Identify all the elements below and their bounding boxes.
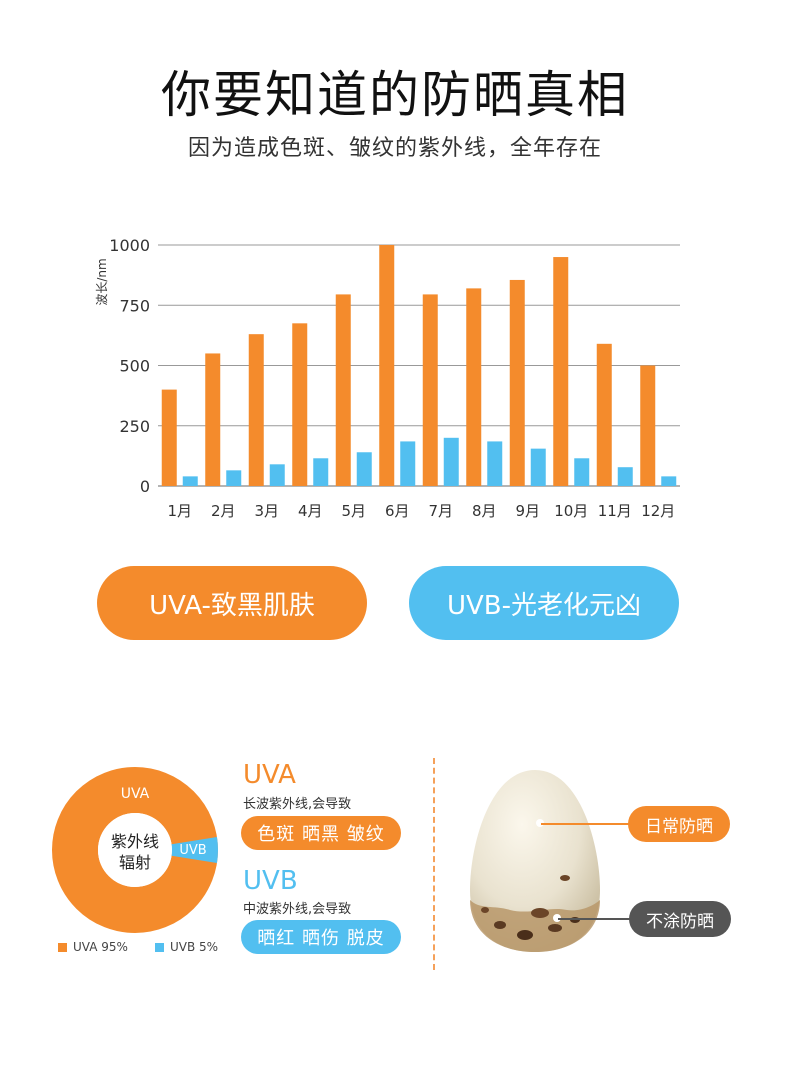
y-tick-label: 0 <box>140 477 150 496</box>
donut-center <box>98 813 172 887</box>
uv-share-donut: UVA UVB 紫外线 辐射 <box>52 767 218 933</box>
bar-uva <box>292 323 308 486</box>
bar-uva <box>422 294 438 486</box>
bar-uva <box>205 353 221 486</box>
y-tick-label: 250 <box>119 417 150 436</box>
x-tick-label: 11月 <box>598 502 632 520</box>
uv-bar-chart: 波长/nm 0 250 500 750 1000 1月 2月 3月 4月 5月 6月 7月 8月 9月 10… <box>95 236 680 520</box>
y-tick-label: 500 <box>119 357 150 376</box>
page-title: 你要知道的防晒真相 <box>161 66 629 124</box>
y-axis-label: 波长/nm <box>95 258 109 305</box>
donut-center-line2: 辐射 <box>119 853 151 872</box>
legend-uvb-label: UVB 5% <box>170 940 219 954</box>
bar-uvb <box>182 476 198 486</box>
legend-uva-label: UVA 95% <box>73 940 128 954</box>
egg-spot <box>548 924 562 932</box>
uva-effects-badge: 色斑 晒黑 皱纹 <box>241 816 401 850</box>
donut-uvb-segment <box>171 837 218 863</box>
bar-uvb <box>574 458 590 486</box>
egg-spot <box>494 921 506 929</box>
bar-uvb <box>226 470 242 486</box>
page-subtitle: 因为造成色斑、皱纹的紫外线，全年存在 <box>187 136 602 161</box>
legend-uva: UVA 95% <box>58 940 128 954</box>
x-tick-label: 1月 <box>167 502 192 520</box>
bar-uvb <box>356 452 372 486</box>
legend-uva-swatch <box>58 942 67 952</box>
x-tick-label: 10月 <box>554 502 588 520</box>
uva-pill: UVA-致黑肌肤 <box>97 566 367 640</box>
x-tick-label: 5月 <box>341 502 366 520</box>
donut-uvb-label: UVB <box>179 843 206 858</box>
uvb-heading: UVB <box>243 866 298 896</box>
legend-uvb: UVB 5% <box>155 940 218 954</box>
bar-uva <box>553 257 569 486</box>
label-unprotected: 不涂防晒 <box>629 901 731 937</box>
donut-center-line1: 紫外线 <box>111 832 159 851</box>
egg-spot <box>531 908 549 918</box>
donut-uva-label: UVA <box>121 786 150 802</box>
bar-uvb <box>313 458 329 486</box>
x-tick-label: 12月 <box>641 502 675 520</box>
egg-marker-unprotected <box>553 914 561 922</box>
egg-shell <box>470 770 600 952</box>
bar-uva <box>640 365 656 486</box>
x-tick-label: 2月 <box>211 502 236 520</box>
bar-uva <box>509 279 525 486</box>
legend-uvb-swatch <box>155 942 164 952</box>
section-divider <box>433 758 435 970</box>
bar-uva <box>335 294 351 486</box>
egg-spot <box>560 875 570 881</box>
bar-uvb <box>661 476 677 486</box>
x-tick-label: 8月 <box>472 502 497 520</box>
uvb-description: 中波紫外线,会导致 <box>243 902 352 917</box>
bar-uva <box>596 343 612 486</box>
egg-pointer-unprotected <box>558 918 630 920</box>
uvb-effects-badge: 晒红 晒伤 脱皮 <box>241 920 401 954</box>
bar-uvb <box>487 441 503 486</box>
x-tick-label: 3月 <box>254 502 279 520</box>
y-tick-label: 750 <box>119 296 150 315</box>
bar-uvb <box>443 437 459 486</box>
egg-spot <box>481 907 489 913</box>
egg-marker-protected <box>536 819 544 827</box>
bar-uva <box>161 389 177 486</box>
bar-uvb <box>530 448 546 486</box>
bar-uvb <box>617 467 633 486</box>
egg-spot <box>517 930 533 940</box>
x-tick-label: 9月 <box>515 502 540 520</box>
bar-uva <box>379 245 395 486</box>
quail-egg-image <box>470 770 600 952</box>
bar-uvb <box>269 464 285 486</box>
egg-speckled-base <box>470 900 600 952</box>
bar-uvb <box>400 441 416 486</box>
x-tick-label: 6月 <box>385 502 410 520</box>
uvb-pill: UVB-光老化元凶 <box>409 566 679 640</box>
x-tick-label: 7月 <box>428 502 453 520</box>
bar-uva <box>466 288 482 486</box>
bar-uva <box>248 334 264 486</box>
x-tick-label: 4月 <box>298 502 323 520</box>
uva-heading: UVA <box>243 760 296 790</box>
uva-description: 长波紫外线,会导致 <box>243 797 352 812</box>
y-tick-label: 1000 <box>109 236 150 255</box>
label-protected: 日常防晒 <box>628 806 730 842</box>
egg-pointer-protected <box>541 823 629 825</box>
